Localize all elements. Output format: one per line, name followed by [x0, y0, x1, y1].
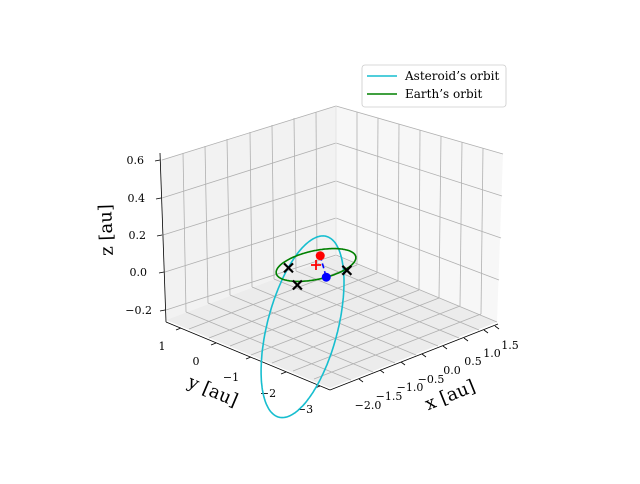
earth-orbit-line [275, 247, 357, 283]
x-tick-label: −1.0 [397, 381, 424, 394]
x-tick-label: −1.5 [376, 390, 403, 403]
y-axis-line [165, 321, 331, 391]
floor-pane [166, 256, 497, 388]
panes [160, 106, 503, 388]
z-axis-line [159, 152, 167, 323]
x-tick-label: −2.0 [355, 399, 382, 412]
x-tick-label: 0.5 [464, 355, 482, 368]
z-tick-label: −0.2 [125, 304, 152, 317]
y-tick-label: 0 [193, 355, 200, 368]
asteroid-orbit-line [260, 235, 345, 419]
y-tick-label: −3 [297, 403, 313, 416]
z-ticks [154, 159, 166, 312]
legend-label-earth: Earth’s orbit [405, 87, 482, 101]
legend: Asteroid’s orbit Earth’s orbit [361, 64, 507, 108]
x-tick-label: 0.0 [443, 364, 461, 377]
legend-box [361, 64, 507, 108]
z-tick-label: 0.2 [129, 229, 147, 242]
z-tick-labels: 0.6 0.4 0.2 0.0 −0.2 [125, 154, 152, 317]
legend-label-asteroid: Asteroid’s orbit [404, 69, 499, 83]
axis-lines [159, 152, 499, 391]
z-tick-label: 0.0 [130, 266, 148, 279]
y-tick-label: 1 [159, 340, 166, 353]
x-tick-label: 1.5 [501, 339, 519, 352]
grid [161, 105, 504, 381]
z-axis-label: z [au] [95, 204, 118, 256]
data-layer [260, 235, 357, 419]
x-tick-label: 1.0 [483, 347, 501, 360]
crossing-3-marker [341, 265, 353, 276]
z-tick-label: 0.4 [128, 192, 146, 205]
y-tick-label: −1 [223, 371, 239, 384]
y-tick-labels: 1 0 −1 −2 −3 [159, 340, 314, 416]
x-ticks [358, 325, 500, 383]
asteroid-position-marker [315, 251, 325, 261]
x-axis-line [329, 323, 499, 391]
crossing-2-marker [292, 279, 303, 291]
crossing-1-marker [283, 262, 294, 274]
sun-marker [311, 260, 321, 270]
x-tick-labels: −2.0 −1.5 −1.0 −0.5 0.0 0.5 1.0 1.5 [355, 339, 519, 412]
earth-position-marker [321, 272, 331, 282]
back-left-pane [160, 106, 336, 320]
x-tick-label: −0.5 [418, 373, 445, 386]
z-tick-label: 0.6 [127, 154, 145, 167]
